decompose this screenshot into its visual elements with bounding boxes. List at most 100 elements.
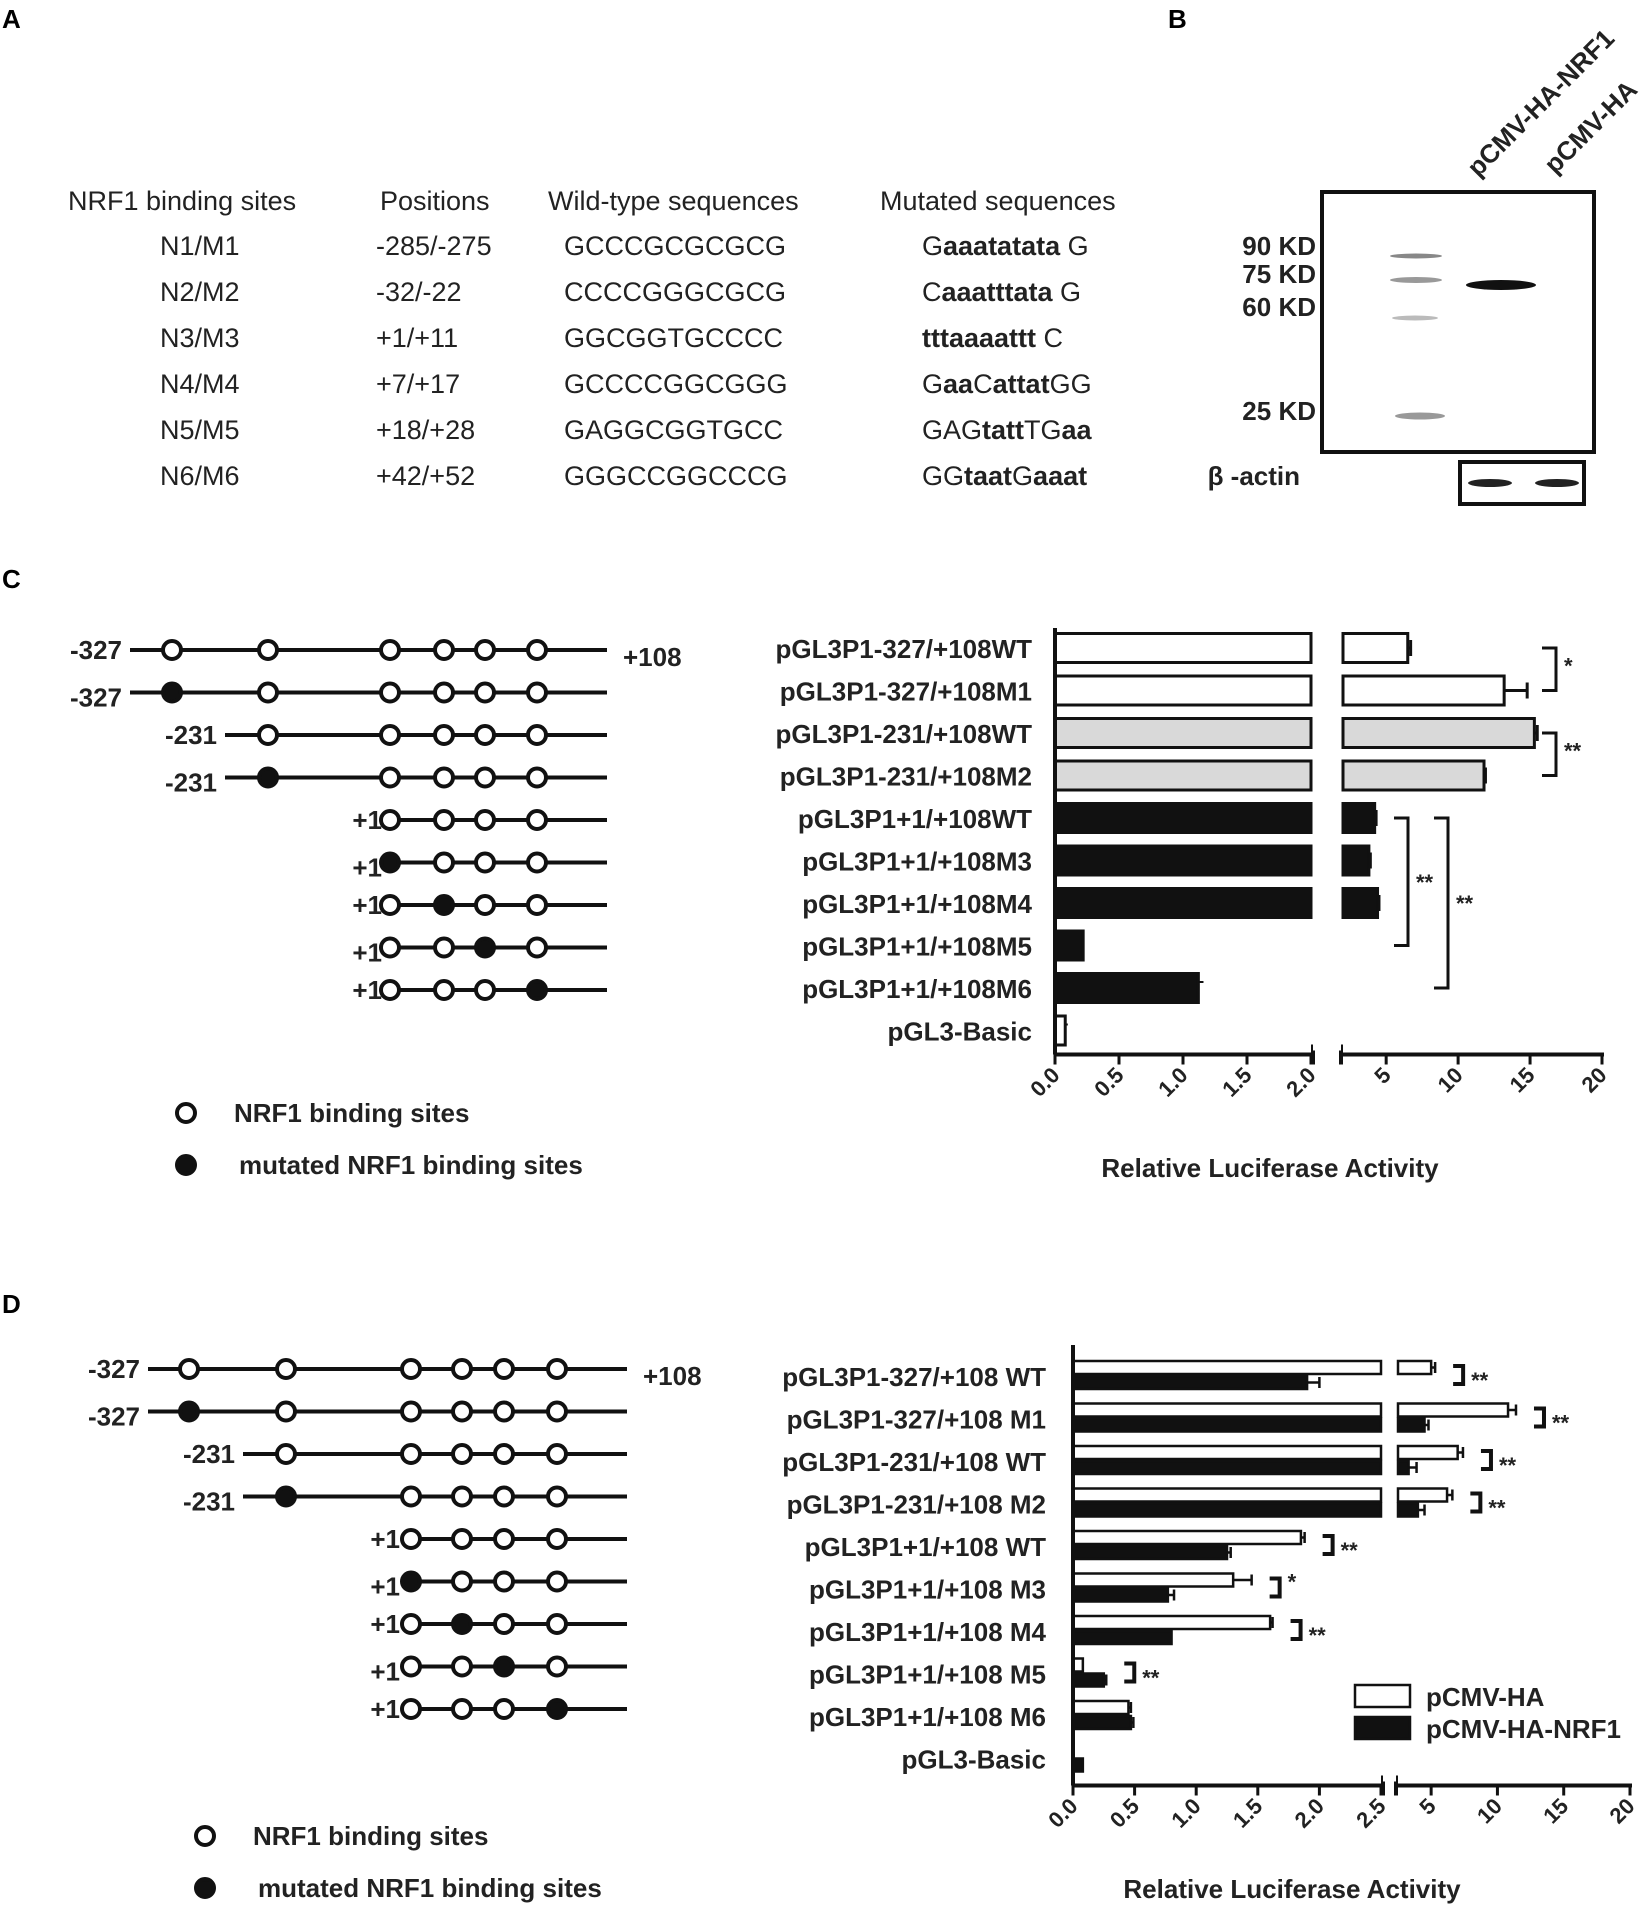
table-wt-sequence: GGCGGTGCCCC <box>564 323 783 353</box>
bar <box>1053 972 1200 1004</box>
legend-series-label: pCMV-HA <box>1426 1682 1545 1712</box>
binding-site-marker <box>400 1485 422 1508</box>
bar <box>1071 1487 1383 1503</box>
mut-segment: GAG <box>922 415 982 445</box>
significance-bracket <box>1434 816 1450 990</box>
construct-start-label: +1 <box>370 1694 400 1724</box>
legend-filled-circle <box>175 1154 197 1176</box>
bar <box>1071 1529 1303 1546</box>
x-tick-label: 15 <box>1538 1793 1573 1828</box>
table-mut-sequence: Gaaatatata G <box>922 231 1089 261</box>
legend-open-circle <box>175 1102 197 1124</box>
mut-segment: G <box>922 369 943 399</box>
binding-site-marker <box>526 894 548 916</box>
blot-band <box>1390 253 1442 259</box>
table-wt-sequence: GCCCGCGCGCG <box>564 231 786 261</box>
significance-bracket <box>1533 1406 1546 1429</box>
bar <box>1071 1417 1383 1433</box>
significance-bracket <box>1322 1534 1335 1556</box>
bar <box>1053 844 1313 877</box>
panel-label-d: D <box>2 1289 21 1319</box>
binding-site-marker <box>474 851 496 874</box>
binding-site-marker <box>379 681 401 704</box>
binding-site-marker <box>178 1358 200 1380</box>
binding-site-marker <box>257 724 279 746</box>
x-tick-label: 0.5 <box>1089 1062 1128 1101</box>
category-label: pGL3P1-231/+108 M2 <box>787 1490 1046 1520</box>
binding-site-marker <box>379 894 401 916</box>
table-mut-sequence: Caaatttata G <box>922 277 1081 307</box>
bar <box>1396 1487 1449 1503</box>
bar <box>1396 1359 1433 1376</box>
x-tick-label: 5 <box>1369 1062 1395 1088</box>
category-label: pGL3P1-327/+108WT <box>776 634 1033 664</box>
x-tick-label: 20 <box>1605 1793 1640 1828</box>
table-header: NRF1 binding sites <box>68 186 296 216</box>
x-tick-label: 1.5 <box>1228 1793 1267 1832</box>
binding-site-marker <box>493 1485 515 1508</box>
significance-label: ** <box>1471 1368 1489 1393</box>
panel-label-c: C <box>2 564 21 594</box>
mut-segment: C <box>1036 323 1063 353</box>
significance-bracket <box>1394 816 1410 947</box>
construct-diagram-c: -327 +108 -327 -231 -231 +1 +1 +1 +1 +1 <box>70 635 682 1005</box>
binding-site-marker <box>275 1400 297 1423</box>
significance-label: * <box>1564 653 1573 678</box>
actin-band <box>1535 479 1579 487</box>
mut-segment: GG <box>922 461 964 491</box>
mut-segment: TG <box>1024 415 1062 445</box>
table-wt-sequence: GAGGCGGTGCC <box>564 415 783 445</box>
category-label: pGL3P1+1/+108M5 <box>802 932 1032 962</box>
legend-filled-circle <box>194 1877 216 1899</box>
mut-segment: aaatatata <box>943 231 1061 261</box>
table-wt-sequence: GGGCCGGCCCG <box>564 461 788 491</box>
axis-gap <box>1383 1345 1396 1782</box>
legend-open-label: NRF1 binding sites <box>253 1821 488 1851</box>
construct-start-label: -231 <box>165 768 217 798</box>
significance-bracket <box>1480 1449 1493 1471</box>
construct-start-label: -231 <box>183 1439 235 1469</box>
binding-site-marker <box>546 1613 568 1635</box>
binding-site-marker <box>257 639 279 661</box>
binding-site-marker <box>379 936 401 959</box>
x-tick-label: 10 <box>1433 1062 1468 1097</box>
mutated-site-marker <box>178 1400 200 1423</box>
table-position: +7/+17 <box>376 369 460 399</box>
category-label: pGL3P1-327/+108M1 <box>780 677 1032 707</box>
table-position: -32/-22 <box>376 277 462 307</box>
marker-label: 75 KD <box>1242 259 1316 289</box>
x-tick-label: 2.0 <box>1281 1062 1320 1101</box>
significance-bracket <box>1124 1661 1137 1684</box>
binding-site-marker <box>451 1655 473 1678</box>
bar <box>1053 929 1085 962</box>
table-site: N3/M3 <box>160 323 240 353</box>
table-header: Wild-type sequences <box>548 186 799 216</box>
luciferase-chart-c: pGL3P1-327/+108WT pGL3P1-327/+108M1 pGL3P1… <box>776 628 1612 1183</box>
bar <box>1341 717 1536 749</box>
binding-site-marker <box>474 979 496 1001</box>
significance-label: ** <box>1552 1411 1570 1436</box>
mutated-site-marker <box>474 936 496 959</box>
binding-site-marker <box>526 639 548 661</box>
significance-bracket <box>1453 1364 1466 1386</box>
binding-site-marker <box>526 681 548 704</box>
mut-segment: attat <box>993 369 1050 399</box>
binding-site-marker <box>400 1528 422 1550</box>
bar <box>1396 1417 1426 1433</box>
bar <box>1396 1502 1420 1518</box>
bar <box>1341 632 1410 664</box>
significance-label: ** <box>1488 1496 1506 1521</box>
construct-start-label: +1 <box>370 1524 400 1554</box>
category-label: pGL3P1+1/+108 M4 <box>809 1617 1047 1647</box>
category-label: pGL3P1-231/+108M2 <box>780 762 1032 792</box>
table-site: N6/M6 <box>160 461 240 491</box>
bar <box>1053 759 1313 792</box>
category-label: pGL3-Basic <box>902 1745 1047 1775</box>
bar <box>1341 802 1377 834</box>
category-label: pGL3P1+1/+108 M3 <box>809 1575 1046 1605</box>
table-wt-sequence: GCCCCGGCGGG <box>564 369 788 399</box>
binding-site-marker <box>433 681 455 704</box>
bar <box>1396 1444 1459 1461</box>
binding-site-marker <box>451 1400 473 1423</box>
